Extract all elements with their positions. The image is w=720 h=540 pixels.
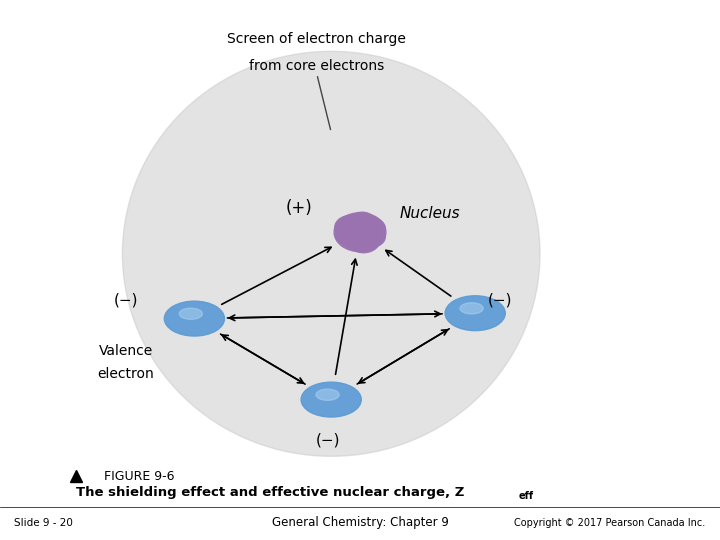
Text: Valence: Valence <box>99 344 153 358</box>
Circle shape <box>336 226 361 245</box>
Circle shape <box>356 218 385 239</box>
Ellipse shape <box>301 382 361 417</box>
Text: electron: electron <box>98 367 154 381</box>
Text: from core electrons: from core electrons <box>249 59 384 73</box>
Circle shape <box>356 215 379 233</box>
Ellipse shape <box>316 389 339 400</box>
Text: (−): (−) <box>488 292 513 307</box>
Ellipse shape <box>460 303 483 314</box>
Text: Copyright © 2017 Pearson Canada Inc.: Copyright © 2017 Pearson Canada Inc. <box>514 518 706 528</box>
Circle shape <box>349 212 375 232</box>
Circle shape <box>342 230 368 249</box>
Text: General Chemistry: Chapter 9: General Chemistry: Chapter 9 <box>271 516 449 529</box>
Text: eff: eff <box>518 491 534 501</box>
Ellipse shape <box>122 51 540 456</box>
Circle shape <box>334 213 386 252</box>
Text: Nucleus: Nucleus <box>400 206 460 221</box>
Text: (+): (+) <box>285 199 312 217</box>
Text: FIGURE 9-6: FIGURE 9-6 <box>104 470 175 483</box>
Circle shape <box>359 227 385 247</box>
Ellipse shape <box>164 301 225 336</box>
Ellipse shape <box>179 308 202 319</box>
Text: The shielding effect and effective nuclear charge, Z: The shielding effect and effective nucle… <box>76 486 464 499</box>
Circle shape <box>341 215 364 233</box>
Text: (−): (−) <box>315 433 340 448</box>
Text: Screen of electron charge: Screen of electron charge <box>228 32 406 46</box>
Circle shape <box>348 229 379 253</box>
Ellipse shape <box>445 296 505 330</box>
Text: (−): (−) <box>114 292 138 307</box>
Circle shape <box>335 215 366 239</box>
Text: Slide 9 - 20: Slide 9 - 20 <box>14 518 73 528</box>
